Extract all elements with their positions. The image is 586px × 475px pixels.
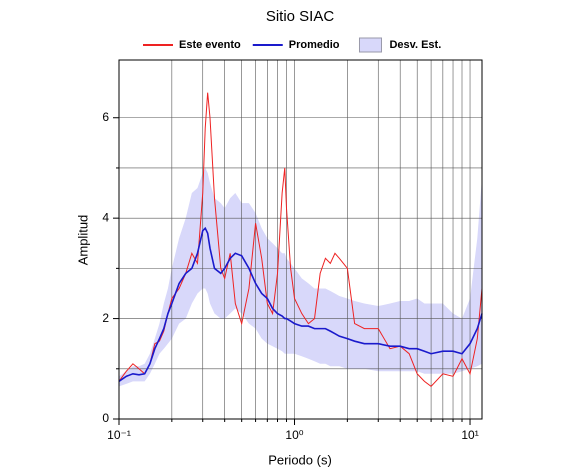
std-band <box>119 167 482 387</box>
y-axis-label: Amplitud <box>75 215 90 266</box>
y-tick-label: 2 <box>102 311 109 325</box>
data-line <box>118 92 483 388</box>
legend-label: Desv. Est. <box>389 39 441 51</box>
x-tick-label: 10⁰ <box>285 428 303 442</box>
chart-title: Sitio SIAC <box>266 8 335 25</box>
x-tick-label: 10⁻¹ <box>107 428 131 442</box>
y-tick-label: 6 <box>102 110 109 124</box>
y-tick-label: 4 <box>102 210 109 224</box>
legend-swatch <box>358 37 382 53</box>
plot-frame <box>118 59 483 420</box>
legend-label: Promedio <box>289 39 340 51</box>
x-axis-label: Periodo (s) <box>268 452 332 467</box>
legend-label: Este evento <box>179 39 241 51</box>
data-line <box>118 226 483 383</box>
y-tick-label: 0 <box>102 411 109 425</box>
x-tick-label: 10¹ <box>461 428 478 442</box>
